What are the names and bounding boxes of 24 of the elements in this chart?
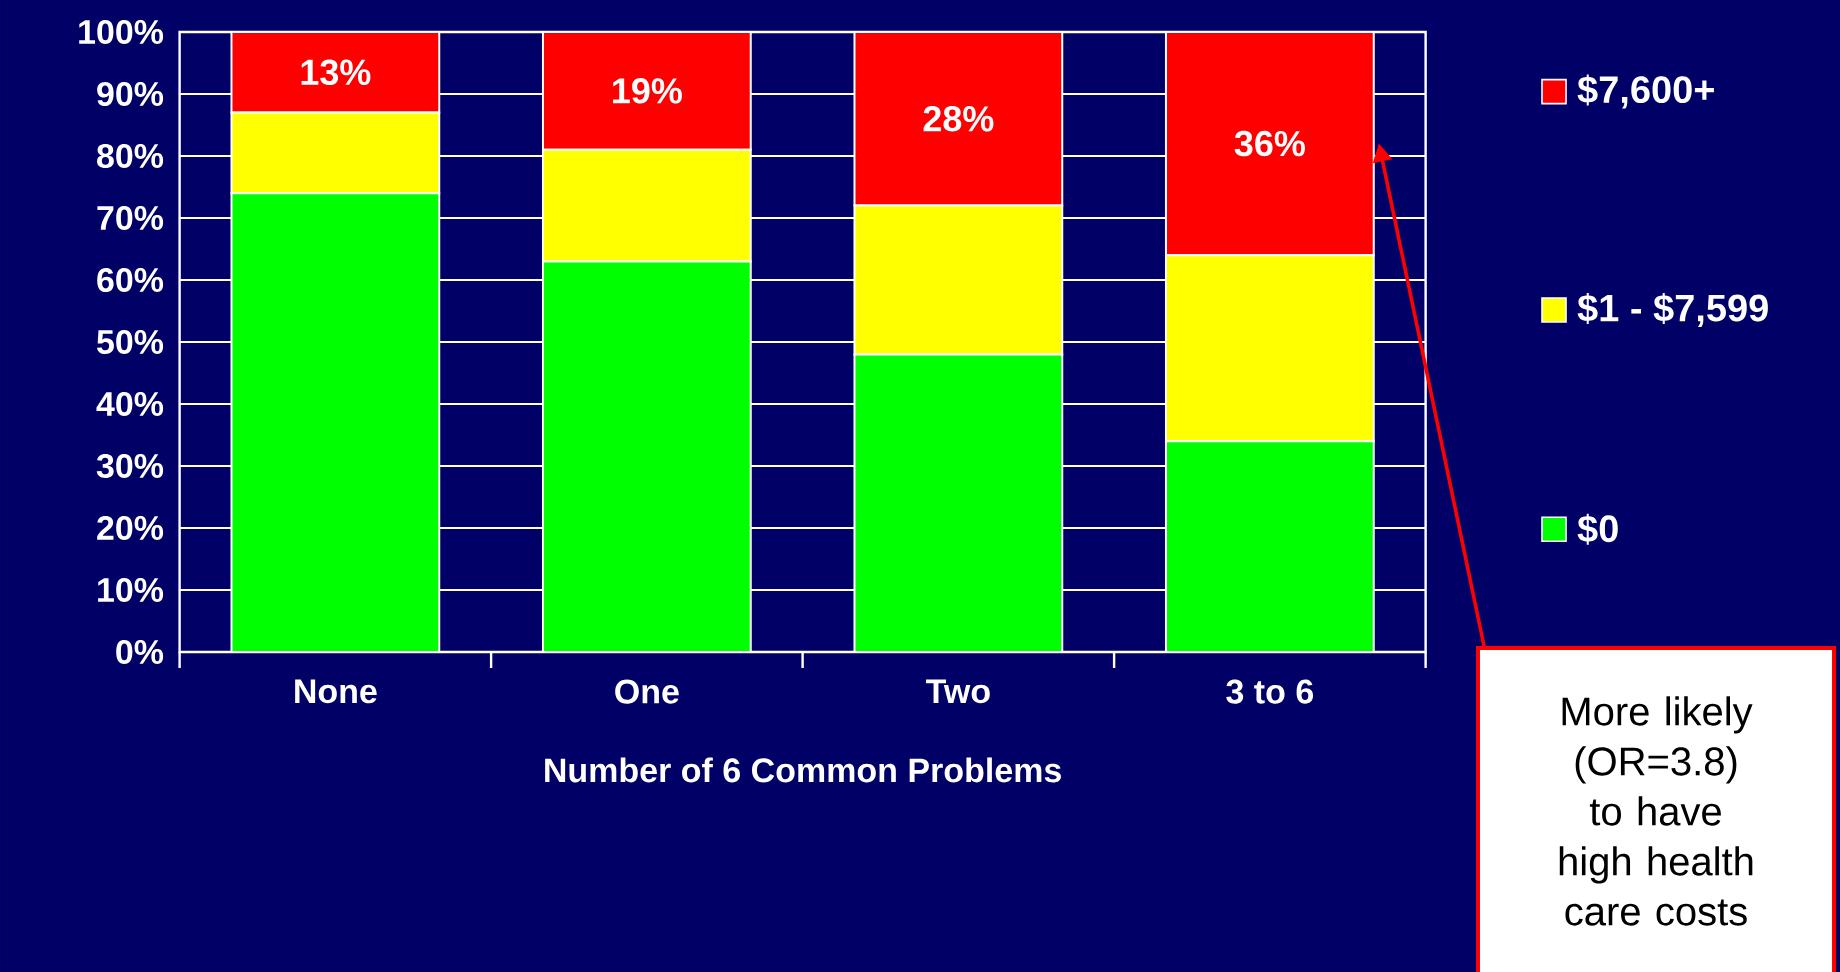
- x-tick-label: One: [615, 679, 679, 704]
- text: More likely (OR=3.8) to have high health care costs: [1559, 696, 1753, 926]
- y-tick-label: 90%: [97, 81, 164, 107]
- data-label: 28%: [923, 106, 994, 132]
- x-tick-label: None: [295, 679, 377, 704]
- y-tick-label: 40%: [96, 391, 164, 417]
- x-axis-title: Number of 6 Common Problems: [545, 757, 1061, 783]
- y-tick-label: 50%: [96, 329, 164, 355]
- x-tick-label: Two: [926, 679, 990, 704]
- y-tick-label: 30%: [96, 453, 164, 479]
- y-tick-label: 80%: [97, 143, 164, 169]
- legend-label: $0: [1577, 513, 1618, 545]
- y-tick-label: 10%: [98, 577, 164, 603]
- data-label: 19%: [613, 78, 682, 104]
- y-tick-label: 60%: [97, 267, 164, 293]
- y-tick-label: 70%: [97, 205, 164, 231]
- data-label: 36%: [1234, 130, 1305, 157]
- y-tick-label: 20%: [97, 515, 164, 541]
- y-tick-label: 0%: [116, 639, 164, 665]
- y-tick-label: 100%: [79, 19, 164, 45]
- legend-label: $1 - $7,599: [1577, 292, 1768, 328]
- data-label: 13%: [301, 59, 371, 86]
- legend-label: $7,600+: [1577, 74, 1714, 109]
- x-tick-label: 3 to 6: [1226, 679, 1314, 704]
